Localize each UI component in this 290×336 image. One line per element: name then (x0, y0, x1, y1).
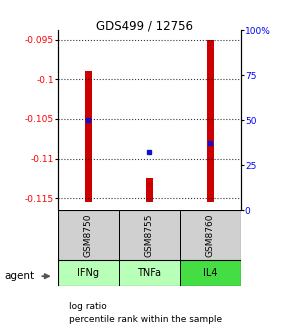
Bar (119, 260, 180, 286)
Text: IFNg: IFNg (77, 268, 99, 278)
Text: IL4: IL4 (203, 268, 218, 278)
Text: TNFa: TNFa (137, 268, 161, 278)
Bar (58, 210, 119, 260)
Bar (85, 72, 92, 202)
Bar (146, 178, 153, 202)
Bar (180, 210, 241, 260)
Text: GSM8760: GSM8760 (206, 213, 215, 257)
Text: GSM8755: GSM8755 (145, 213, 154, 257)
Text: percentile rank within the sample: percentile rank within the sample (69, 316, 222, 324)
Text: GDS499 / 12756: GDS499 / 12756 (97, 19, 193, 33)
Bar (58, 260, 119, 286)
Text: GSM8750: GSM8750 (84, 213, 93, 257)
Text: log ratio: log ratio (69, 302, 107, 311)
Text: agent: agent (4, 271, 35, 281)
Bar (180, 260, 241, 286)
Bar (206, 40, 214, 202)
Bar (119, 210, 180, 260)
